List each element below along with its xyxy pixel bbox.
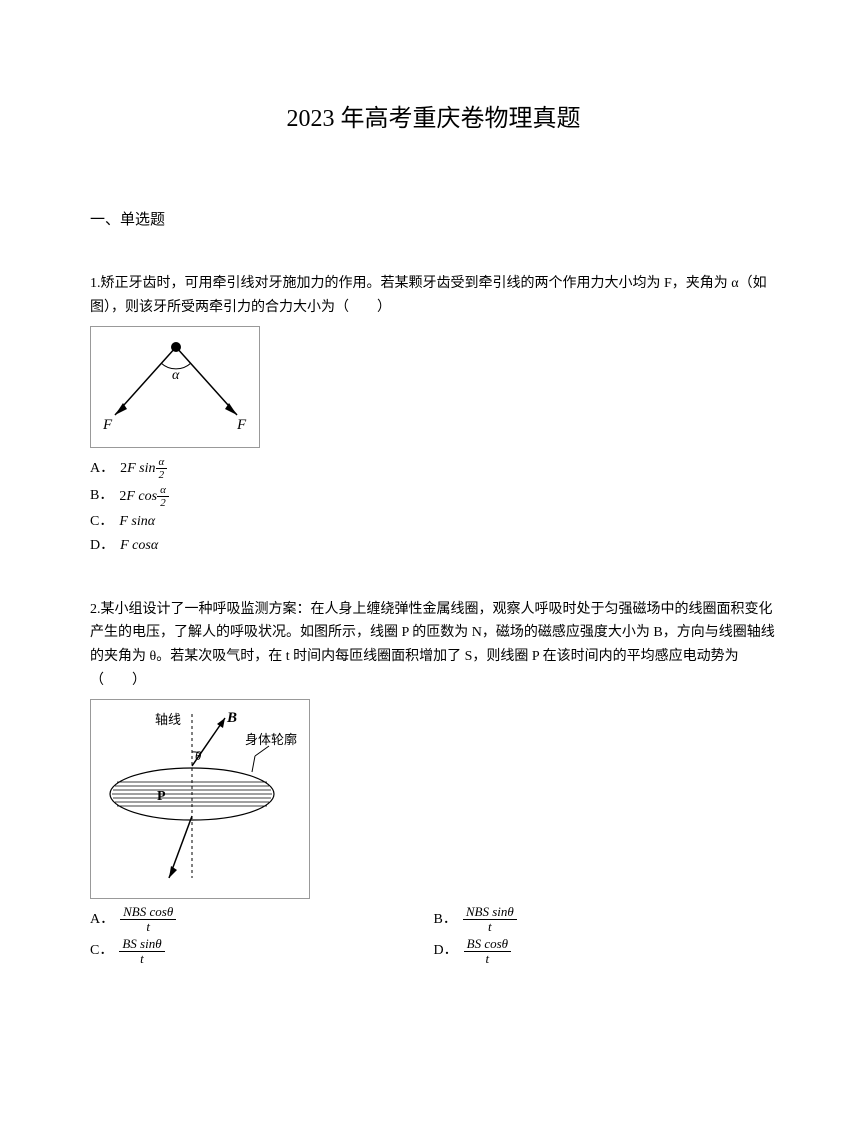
q1c-text: F sinα [119,511,155,533]
angle-label: α [172,368,180,383]
option-label-2b: B． [434,909,457,931]
axis-label: 轴线 [155,712,181,727]
question-1-options: A． 2F sinα2 B． 2F cosα2 C． F sinα D． F c… [90,456,777,557]
question-1-text: 1.矫正牙齿时，可用牵引线对牙施加力的作用。若某颗牙齿受到牵引线的两个作用力大小… [90,272,777,320]
question-1: 1.矫正牙齿时，可用牵引线对牙施加力的作用。若某颗牙齿受到牵引线的两个作用力大小… [90,272,777,557]
question-2-number: 2. [90,602,101,617]
option-label-2a: A． [90,909,114,931]
option-2d: D． BS cosθt [434,937,778,967]
q2b-den: t [463,920,517,934]
option-2b: B． NBS sinθt [434,905,778,935]
body-outline-label: 身体轮廓 [245,732,297,747]
option-label-c: C． [90,511,113,533]
option-2c: C． BS sinθt [90,937,434,967]
b-vector-label: B [226,710,237,726]
option-label-2d: D． [434,940,458,962]
q2c-num: BS sinθ [119,937,164,952]
left-force-label: F [102,417,113,433]
option-1a: A． 2F sinα2 [90,456,777,481]
option-2a: A． NBS cosθt [90,905,434,935]
q1b-func: F cos [126,488,157,503]
q2c-den: t [119,952,164,966]
option-label-a: A． [90,458,114,480]
question-2: 2.某小组设计了一种呼吸监测方案：在人身上缠绕弹性金属线圈，观察人呼吸时处于匀强… [90,598,777,969]
question-2-body: 某小组设计了一种呼吸监测方案：在人身上缠绕弹性金属线圈，观察人呼吸时处于匀强磁场… [90,602,775,688]
q2a-num: NBS cosθ [120,905,176,920]
q2d-num: BS cosθ [464,937,511,952]
option-label-2c: C． [90,940,113,962]
question-2-text: 2.某小组设计了一种呼吸监测方案：在人身上缠绕弹性金属线圈，观察人呼吸时处于匀强… [90,598,777,693]
question-2-figure: 轴线 B θ 身体轮廓 P [90,699,310,899]
option-label-d: D． [90,535,114,557]
question-1-number: 1. [90,276,101,291]
option-1c: C． F sinα [90,511,777,533]
question-2-options: A． NBS cosθt B． NBS sinθt C． BS sinθt D．… [90,905,777,968]
q1b-den: 2 [157,497,169,509]
q1a-num: α [156,456,168,469]
coil-p-label: P [157,789,166,804]
option-1b: B． 2F cosα2 [90,484,777,509]
q1a-den: 2 [156,469,168,481]
q1d-text: F cosα [120,535,158,557]
q1-force-diagram: α F F [97,333,255,433]
q2d-den: t [464,952,511,966]
page-title: 2023 年高考重庆卷物理真题 [90,100,777,138]
question-1-body: 矫正牙齿时，可用牵引线对牙施加力的作用。若某颗牙齿受到牵引线的两个作用力大小均为… [90,276,767,315]
right-force-label: F [236,417,247,433]
q1b-num: α [157,484,169,497]
q2a-den: t [120,920,176,934]
q2-coil-diagram: 轴线 B θ 身体轮廓 P [97,706,305,884]
theta-label: θ [195,748,202,763]
option-label-b: B． [90,485,113,507]
section-header: 一、单选题 [90,208,777,232]
question-1-figure: α F F [90,326,260,448]
q1a-func: F sin [127,461,155,476]
q2b-num: NBS sinθ [463,905,517,920]
option-1d: D． F cosα [90,535,777,557]
